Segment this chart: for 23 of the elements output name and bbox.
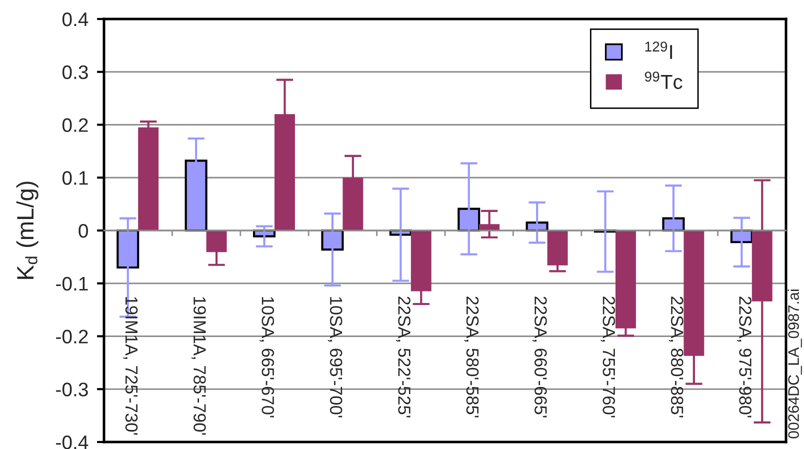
x-tick-label: 22SA, 580'-585': [464, 296, 479, 418]
x-tick-label: 19IM1A, 725'-730': [123, 297, 138, 435]
y-tick-label: 0.4: [62, 12, 88, 26]
y-tick-label: -0.4: [56, 435, 88, 449]
y-tick-label: 0: [78, 224, 88, 238]
legend-label: $^{129}$I: [645, 42, 672, 59]
x-tick-label: 22SA, 880'-885': [668, 296, 684, 418]
x-tick-label: 22SA, 522'-525': [396, 296, 410, 418]
y-tick-label: -0.2: [56, 330, 88, 344]
y-tick-label: 0.1: [62, 171, 88, 185]
x-tick-label: 10SA, 665'-670': [260, 297, 274, 418]
text: 00264DC_LA_0987.ai: [788, 290, 802, 438]
y-tick-label: -0.3: [56, 382, 88, 396]
x-tick-label: 22SA, 975'-980': [737, 296, 752, 418]
y-tick-label: -0.1: [56, 276, 88, 291]
x-tick-label: 22SA, 755'-760': [600, 296, 616, 418]
x-tick-label: 10SA, 695'-700': [328, 297, 342, 418]
legend-label: $^{99}$Tc: [644, 72, 682, 90]
y-tick-label: 0.2: [62, 118, 88, 132]
y-axis-title: K$_{d}$ (mL/g): [16, 182, 38, 279]
x-tick-label: 19IM1A, 785'-790': [191, 297, 206, 435]
x-tick-label: 22SA, 660'-665': [532, 296, 547, 418]
y-tick-label: 0.3: [62, 65, 88, 80]
